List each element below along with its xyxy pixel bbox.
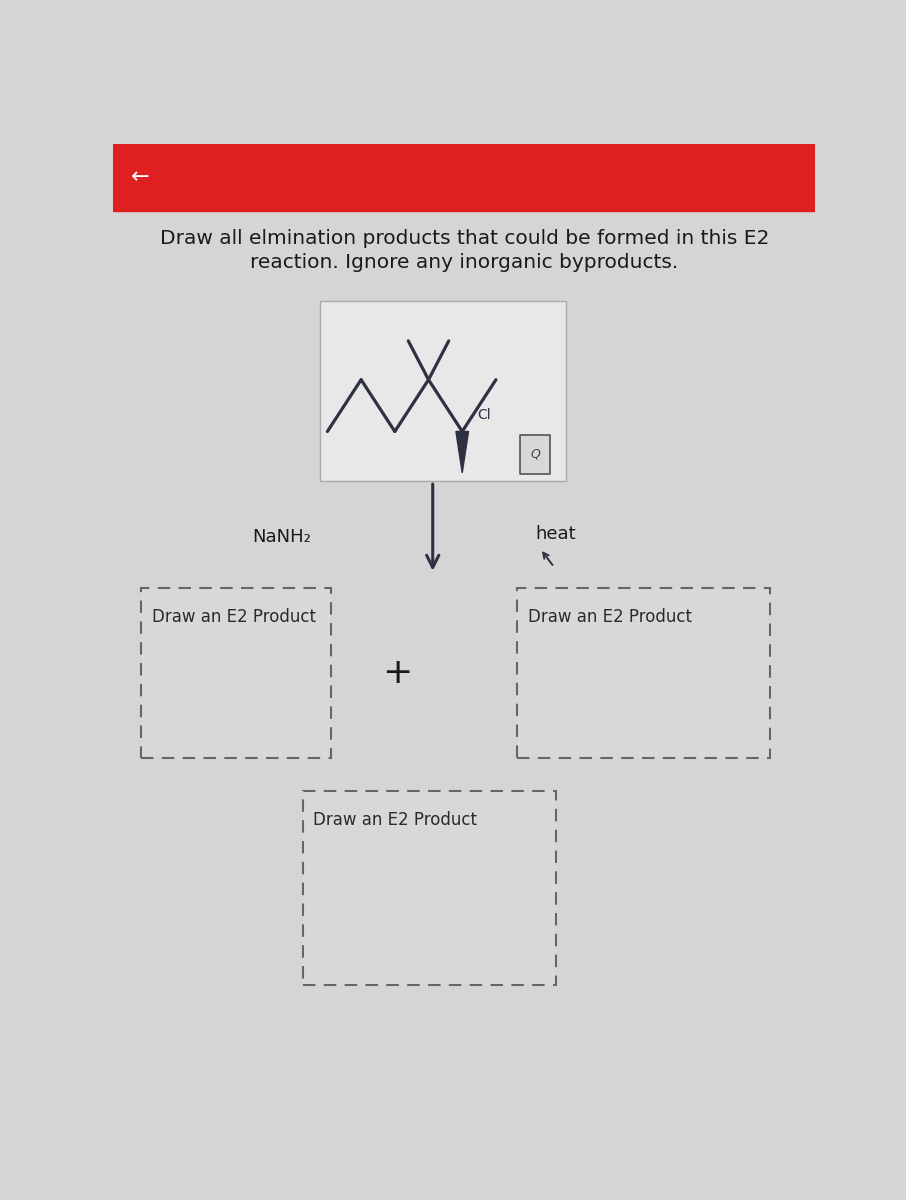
Text: Cl: Cl (477, 408, 491, 422)
Text: Draw all elmination products that could be formed in this E2: Draw all elmination products that could … (159, 229, 769, 247)
Bar (141, 588, 331, 758)
Text: +: + (382, 656, 413, 690)
Text: NaNH₂: NaNH₂ (253, 528, 311, 546)
Bar (517, 588, 770, 758)
Bar (321, 301, 566, 481)
Bar (303, 791, 555, 985)
Text: ←: ← (130, 167, 149, 187)
Text: Draw an E2 Product: Draw an E2 Product (527, 608, 691, 626)
Text: heat: heat (535, 524, 576, 542)
Text: Draw an E2 Product: Draw an E2 Product (152, 608, 316, 626)
Text: Q: Q (530, 448, 540, 461)
Text: Draw an E2 Product: Draw an E2 Product (313, 811, 477, 829)
Polygon shape (456, 432, 468, 473)
Text: reaction. Ignore any inorganic byproducts.: reaction. Ignore any inorganic byproduct… (250, 253, 679, 271)
Bar (113, 144, 815, 210)
Bar (521, 436, 550, 474)
